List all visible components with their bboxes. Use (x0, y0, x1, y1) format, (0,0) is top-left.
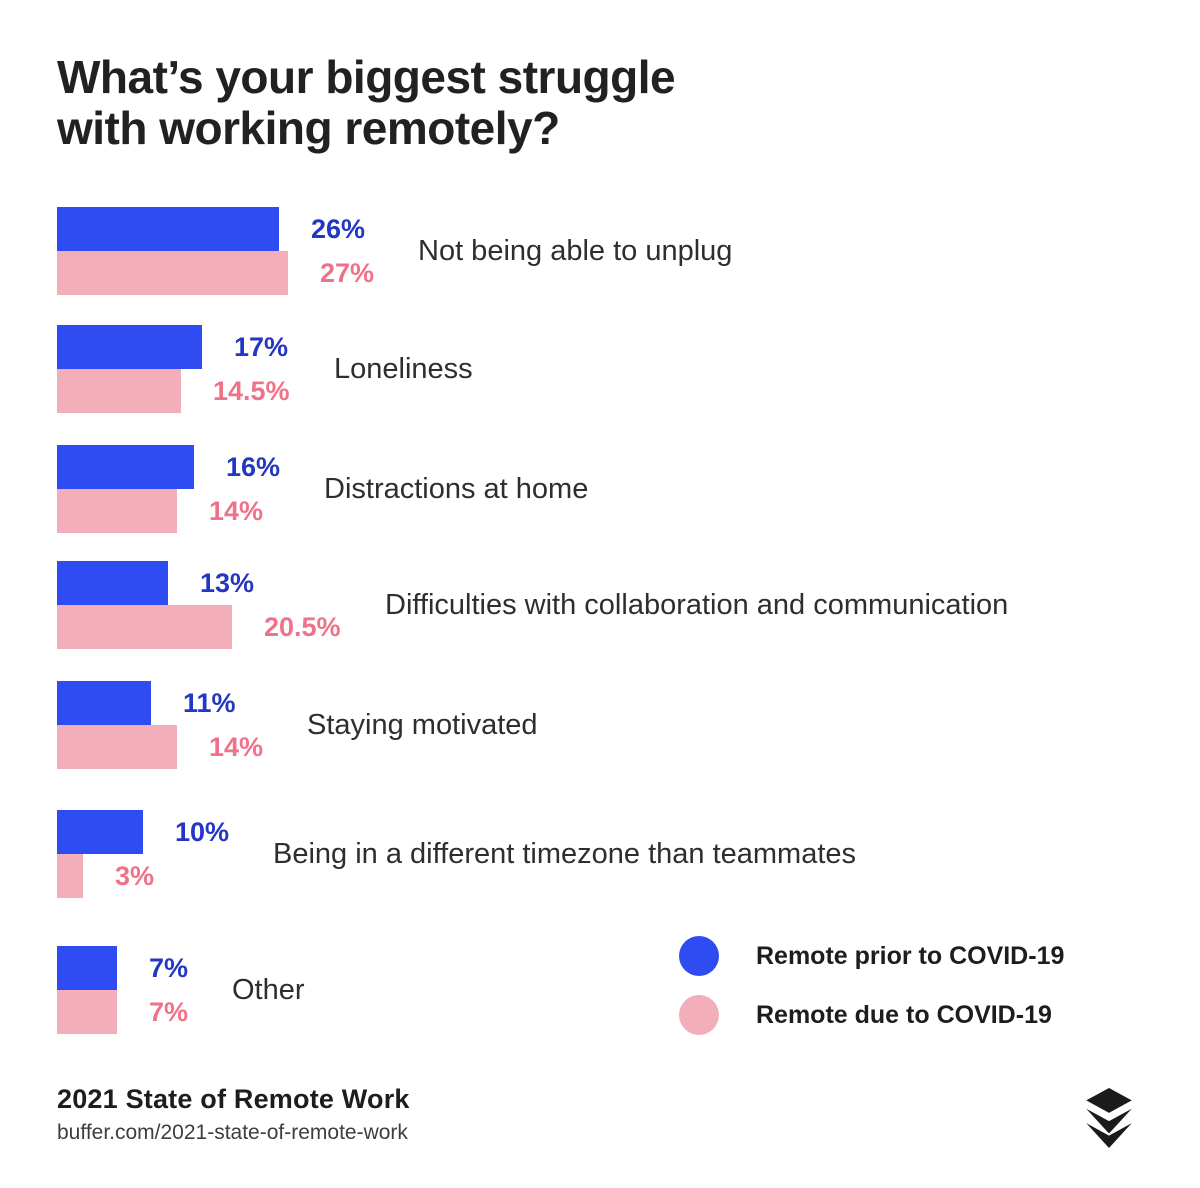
bar-remote-prior (57, 207, 279, 251)
bar-remote-due (57, 605, 232, 649)
value-label-remote-due: 7% (149, 997, 189, 1027)
category-label: Distractions at home (324, 473, 589, 505)
chart-title: What’s your biggest struggle with working… (57, 51, 676, 154)
bar-remote-due (57, 369, 181, 413)
value-label-remote-due: 14.5% (213, 376, 290, 406)
value-label-remote-prior: 17% (234, 332, 289, 362)
bar-remote-prior (57, 810, 143, 854)
legend-item-remote-due: Remote due to COVID-19 (679, 995, 1064, 1035)
bar-remote-prior (57, 445, 194, 489)
category-label: Not being able to unplug (418, 235, 733, 267)
bar-remote-due (57, 725, 177, 769)
legend: Remote prior to COVID-19 Remote due to C… (679, 936, 1064, 1054)
category-label: Loneliness (334, 353, 473, 385)
bar-remote-due (57, 854, 83, 898)
bar-chart: 26% 27% Not being able to unplug 17% 14.5% Lo… (57, 0, 1200, 1188)
value-label-remote-due: 27% (320, 258, 375, 288)
bar-remote-prior (57, 681, 151, 725)
category-label: Other (232, 974, 305, 1006)
chart-row-2: 17% 14.5% Loneliness (57, 325, 1157, 413)
bar-remote-due (57, 990, 117, 1034)
bar-remote-due (57, 251, 288, 295)
chart-row-7: 7% 7% Other (57, 946, 1157, 1034)
value-label-remote-due: 14% (209, 732, 264, 762)
chart-row-6: 10% 3% Being in a different timezone than … (57, 810, 1157, 898)
category-label: Staying motivated (307, 709, 538, 741)
chart-title-line1: What’s your biggest struggle (57, 51, 676, 103)
value-label-remote-prior: 16% (226, 452, 281, 482)
category-label: Being in a different timezone than teamm… (273, 838, 857, 870)
chart-row-3: 16% 14% Distractions at home (57, 445, 1157, 533)
chart-title-line2: with working remotely? (57, 102, 560, 154)
chart-row-4: 13% 20.5% Difficulties with collaboration … (57, 561, 1157, 649)
legend-dot-pink-icon (679, 995, 719, 1035)
legend-label-remote-due: Remote due to COVID-19 (756, 1000, 1052, 1029)
bar-remote-due (57, 489, 177, 533)
chart-row-1: 26% 27% Not being able to unplug (57, 207, 1157, 295)
footer-title: 2021 State of Remote Work (57, 1084, 410, 1114)
value-label-remote-prior: 13% (200, 568, 255, 598)
footer-url: buffer.com/2021-state-of-remote-work (57, 1121, 408, 1144)
bar-remote-prior (57, 561, 168, 605)
value-label-remote-prior: 26% (311, 214, 366, 244)
legend-label-remote-prior: Remote prior to COVID-19 (756, 941, 1065, 970)
bar-remote-prior (57, 325, 202, 369)
legend-item-remote-prior: Remote prior to COVID-19 (679, 936, 1064, 976)
buffer-logo-icon (1086, 1088, 1132, 1148)
value-label-remote-prior: 10% (175, 817, 230, 847)
legend-dot-blue-icon (679, 936, 719, 976)
value-label-remote-prior: 7% (149, 953, 189, 983)
chart-row-5: 11% 14% Staying motivated (57, 681, 1157, 769)
value-label-remote-due: 14% (209, 496, 264, 526)
category-label: Difficulties with collaboration and comm… (385, 589, 1009, 621)
bar-remote-prior (57, 946, 117, 990)
value-label-remote-prior: 11% (183, 688, 236, 718)
value-label-remote-due: 20.5% (264, 612, 341, 642)
value-label-remote-due: 3% (115, 861, 155, 891)
